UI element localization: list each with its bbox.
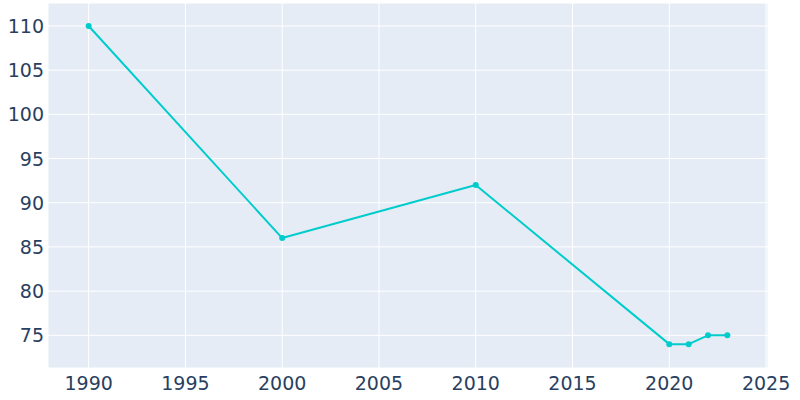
x-grid-line (282, 3, 283, 368)
x-grid-line (669, 3, 670, 368)
marker (473, 182, 479, 188)
y-tick-label: 105 (8, 59, 44, 81)
series (86, 23, 731, 347)
y-grid-line (48, 114, 768, 115)
y-grid-line (48, 25, 768, 26)
y-tick-label: 75 (20, 324, 44, 346)
plot-frame (48, 3, 768, 368)
chart-container: 1990 1995 2000 2005 2010 2015 2020 2025 75 80 85 90… (0, 0, 800, 400)
x-tick-label: 1990 (64, 372, 112, 394)
y-grid-line (48, 246, 768, 247)
x-grid-line (88, 3, 89, 368)
x-tick-label: 2000 (258, 372, 306, 394)
x-tick-label: 1995 (161, 372, 209, 394)
marker (705, 332, 711, 338)
y-tick-label: 85 (20, 236, 44, 258)
x-grid-line (572, 3, 573, 368)
grid (48, 3, 768, 368)
plot-background (48, 3, 768, 368)
marker (724, 332, 730, 338)
y-grid-line (48, 291, 768, 292)
x-tick-label: 2025 (742, 372, 790, 394)
y-tick-label: 90 (20, 192, 44, 214)
x-tick-label: 2010 (452, 372, 500, 394)
x-grid-line (766, 3, 767, 368)
marker (686, 341, 692, 347)
y-tick-label: 110 (8, 15, 44, 37)
tick-labels: 1990 1995 2000 2005 2010 2015 2020 2025 75 80 85 90… (8, 15, 791, 394)
marker (86, 23, 92, 29)
x-tick-label: 2015 (548, 372, 596, 394)
chart-svg: 1990 1995 2000 2005 2010 2015 2020 2025 75 80 85 90… (0, 0, 800, 400)
marker (666, 341, 672, 347)
y-tick-label: 80 (20, 280, 44, 302)
y-grid-line (48, 70, 768, 71)
y-grid-line (48, 158, 768, 159)
y-tick-label: 95 (20, 148, 44, 170)
y-tick-label: 100 (8, 103, 44, 125)
x-grid-line (185, 3, 186, 368)
x-grid-line (378, 3, 379, 368)
line (89, 26, 728, 344)
x-tick-label: 2020 (645, 372, 693, 394)
x-tick-label: 2005 (355, 372, 403, 394)
marker (279, 235, 285, 241)
